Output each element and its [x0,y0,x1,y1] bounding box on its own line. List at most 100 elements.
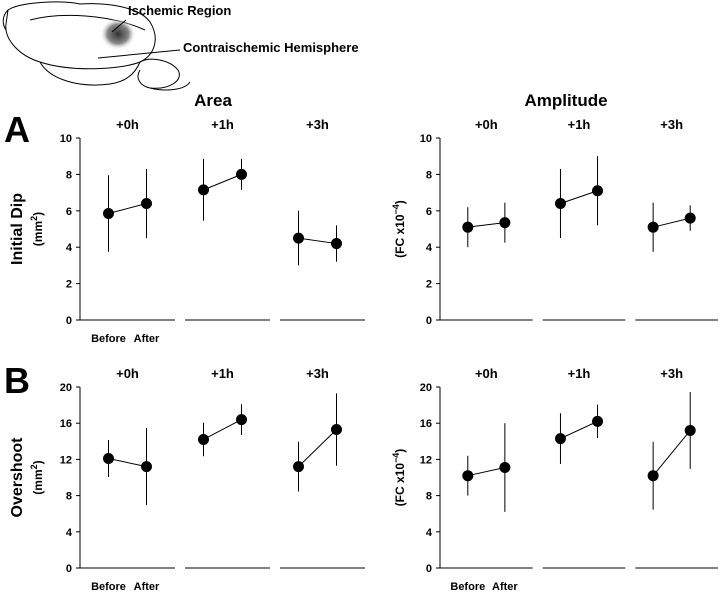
brain-illustration [2,1,191,91]
data-point [103,452,114,464]
y-axis-unit: (mm2) [29,212,45,246]
connector [108,458,147,468]
label-ischemic: Ischemic Region [128,3,231,18]
connector [298,237,337,245]
column-title: Area [194,91,232,110]
connector [203,173,242,191]
unit-part: (mm [31,221,45,246]
connector [203,419,242,440]
y-tick-label: 4 [426,527,433,539]
y-tick-label: 0 [426,563,432,575]
x-tick-label: Before [450,581,485,593]
group-title: +0h [116,366,139,381]
unit-part: −4 [391,204,401,214]
group-title: +0h [475,117,498,132]
y-tick-label: 4 [66,242,73,254]
data-point [592,185,604,197]
unit-part: ) [393,200,407,204]
data-point [331,238,342,250]
data-point [236,414,247,426]
connector [467,222,505,228]
y-tick-label: 4 [426,242,433,254]
group-title: +1h [568,366,591,381]
panel-letter: A [4,109,30,150]
unit-part: ) [31,212,45,216]
y-axis-unit: (FC x10−4) [391,200,407,258]
y-tick-label: 16 [420,418,432,430]
data-point [462,221,474,233]
data-point [647,221,659,233]
data-point [499,217,511,229]
data-point [462,470,474,482]
group-title: +1h [211,117,234,132]
y-tick-label: 16 [60,418,72,430]
unit-part: (FC x10 [393,463,407,507]
label-contraischemic: Contraischemic Hemisphere [183,40,359,55]
data-point [293,232,304,244]
data-point [103,208,114,220]
x-tick-label: After [134,581,160,593]
y-axis-label: Overshoot [9,437,26,518]
y-tick-label: 12 [420,454,432,466]
data-point [293,461,304,473]
data-point [499,462,511,474]
y-tick-label: 2 [426,279,432,291]
unit-part: (mm [31,469,45,494]
group-title: +3h [306,366,329,381]
group-title: +3h [306,117,329,132]
column-title: Amplitude [524,91,607,110]
group-title: +3h [660,117,683,132]
group-title: +0h [116,117,139,132]
group-title: +0h [475,366,498,381]
connector [652,430,691,477]
y-tick-label: 2 [66,279,72,291]
panel-letter: B [4,360,30,401]
connector [653,217,691,228]
group-title: +1h [211,366,234,381]
data-point [684,424,696,436]
connector [560,190,598,204]
unit-part: 2 [29,216,39,221]
data-point [331,424,342,436]
y-tick-label: 0 [66,563,72,575]
y-tick-label: 12 [60,454,72,466]
data-point [592,415,604,427]
unit-part: ) [393,449,407,453]
y-tick-label: 8 [66,169,72,181]
connector [560,420,598,440]
y-tick-label: 20 [60,382,72,394]
y-tick-label: 8 [426,169,432,181]
connector [467,467,505,477]
y-tick-label: 10 [420,133,432,145]
group-title: +3h [660,366,683,381]
connector [108,203,147,215]
data-point [554,198,566,210]
y-tick-label: 8 [66,491,72,503]
data-point [198,433,209,445]
data-point [554,433,566,445]
y-axis-unit: (mm2) [29,460,45,494]
x-tick-label: Before [91,581,126,593]
data-point [141,461,152,473]
x-tick-label: After [134,333,160,345]
unit-part: 2 [29,464,39,469]
y-tick-label: 4 [66,527,73,539]
x-tick-label: After [492,581,518,593]
y-tick-label: 6 [66,206,72,218]
y-tick-label: 0 [426,315,432,327]
x-tick-label: Before [91,333,126,345]
unit-part: (FC x10 [393,214,407,258]
data-point [236,168,247,180]
data-point [684,212,696,224]
unit-part: ) [31,460,45,464]
y-tick-label: 6 [426,206,432,218]
data-point [198,184,209,196]
y-tick-label: 20 [420,382,432,394]
connector [298,429,337,467]
unit-part: −4 [391,453,401,463]
y-axis-label: Initial Dip [9,193,26,265]
y-tick-label: 10 [60,133,72,145]
y-tick-label: 0 [66,315,72,327]
y-axis-unit: (FC x10−4) [391,449,407,507]
